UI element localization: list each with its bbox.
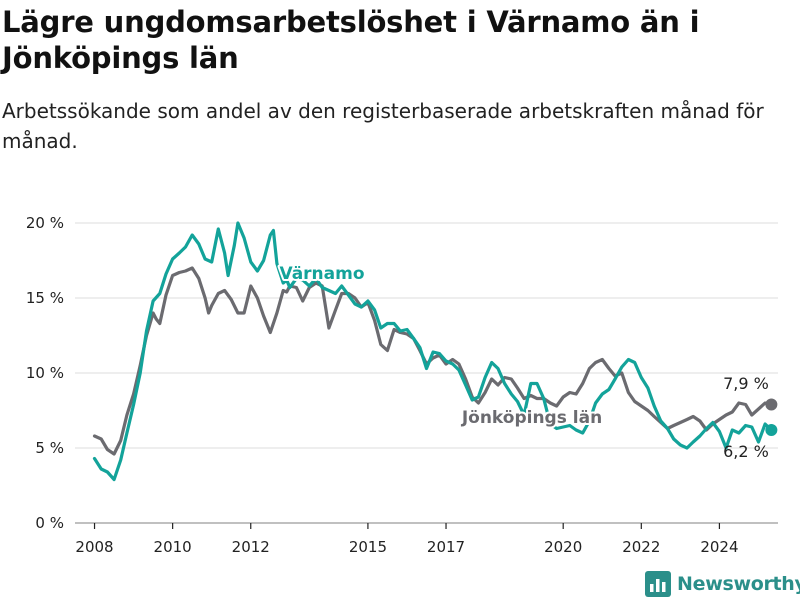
- y-tick-label: 5 %: [35, 439, 64, 457]
- series-end-point-varnamo: [765, 424, 778, 436]
- bar-chart-logo-icon: [645, 571, 671, 597]
- series-lines: [92, 221, 778, 482]
- y-tick-label: 20 %: [26, 214, 64, 232]
- x-tick-label: 2012: [232, 538, 270, 556]
- brand-logo: Newsworthy: [645, 569, 800, 599]
- x-axis-ticks: 2008 2010 2012 2015 2017 2020 2022 2024: [75, 523, 739, 556]
- x-tick-label: 2015: [349, 538, 387, 556]
- brand-name: Newsworthy: [677, 573, 800, 595]
- y-tick-label: 15 %: [26, 289, 64, 307]
- series-name-halo: Värnamo: [279, 264, 364, 284]
- x-tick-label: 2020: [544, 538, 582, 556]
- chart-title: Lägre ungdomsarbetslöshet i Värnamo än i…: [2, 5, 700, 75]
- series-name-varnamo: Värnamo: [279, 264, 364, 284]
- gridlines: [75, 222, 778, 524]
- series-name-halo: Jönköpings län: [461, 408, 602, 428]
- series-end-point-jonkopings-lan: [765, 398, 778, 411]
- y-axis-ticks: 0 % 5 % 10 % 15 % 20 %: [26, 214, 64, 532]
- y-tick-label: 10 %: [26, 364, 64, 382]
- y-tick-label: 0 %: [35, 514, 64, 532]
- series-line-varnamo: [92, 221, 773, 482]
- x-tick-label: 2010: [154, 538, 192, 556]
- x-tick-label: 2022: [622, 538, 660, 556]
- end-value-label-varnamo: 6,2 %: [723, 442, 769, 461]
- end-value-label-jonkopings-lan: 7,9 %: [723, 374, 769, 393]
- series-name-jonkopings-lan: Jönköpings län: [461, 408, 602, 428]
- series-line-jonkopings-lan: [92, 266, 773, 456]
- x-tick-label: 2017: [427, 538, 465, 556]
- chart-subtitle: Arbetssökande som andel av den registerb…: [2, 99, 764, 153]
- x-tick-label: 2024: [700, 538, 738, 556]
- x-tick-label: 2008: [75, 538, 113, 556]
